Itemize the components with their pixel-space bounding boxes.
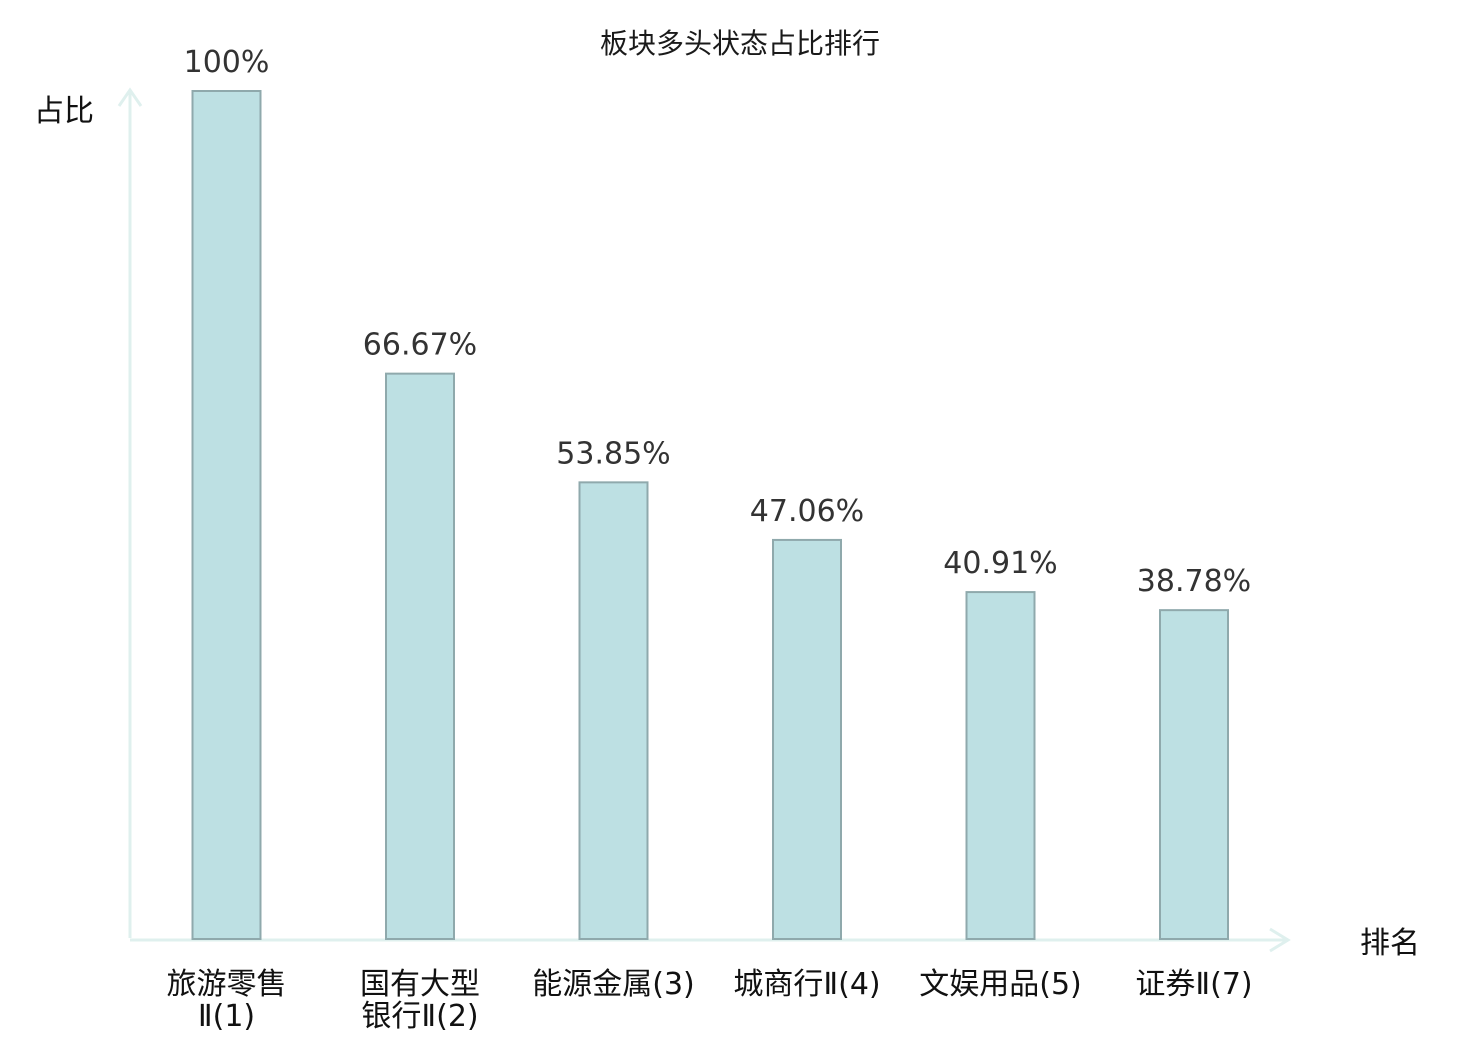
category-label-line: 能源金属(3) [532, 967, 695, 1002]
category-label-3: 能源金属(3) [532, 967, 695, 1002]
category-label-5: 文娱用品(5) [919, 967, 1082, 1002]
value-label-3: 53.85% [556, 436, 670, 471]
category-label-4: 城商行Ⅱ(4) [733, 967, 880, 1002]
bar-2 [385, 372, 455, 940]
category-label-line: 证券Ⅱ(7) [1135, 967, 1252, 1002]
value-labels-group: 100% 66.67% 53.85% 47.06% 40.91% 38.78% [184, 45, 1252, 599]
category-label-line: Ⅱ(1) [198, 999, 255, 1034]
x-axis-arrow [1269, 927, 1291, 953]
y-axis-label: 占比 [34, 94, 94, 129]
value-label-5: 40.91% [943, 546, 1057, 581]
bar-5 [965, 591, 1036, 940]
value-label-4: 47.06% [750, 494, 864, 529]
bars-group [191, 90, 1229, 941]
category-label-line: 银行Ⅱ(2) [361, 999, 478, 1034]
x-axis-label: 排名 [1360, 926, 1420, 961]
bar-6 [1159, 609, 1229, 941]
value-label-1: 100% [184, 45, 270, 80]
category-label-line: 城商行Ⅱ(4) [733, 967, 880, 1002]
category-label-line: 国有大型 [360, 967, 480, 1002]
category-label-2: 国有大型银行Ⅱ(2) [360, 967, 480, 1034]
category-label-line: 文娱用品(5) [919, 967, 1082, 1002]
y-axis-arrow [117, 87, 143, 107]
value-label-2: 66.67% [363, 328, 477, 363]
bar-4 [772, 538, 842, 940]
bar-3 [578, 481, 649, 940]
chart-title: 板块多头状态占比排行 [600, 27, 880, 60]
category-labels-group: 旅游零售 Ⅱ(1) 国有大型银行Ⅱ(2) 能源金属(3) 城商行Ⅱ(4) 文娱用品(5) 证… [167, 967, 1253, 1034]
category-label-1: 旅游零售 Ⅱ(1) [167, 967, 287, 1034]
category-label-6: 证券Ⅱ(7) [1135, 967, 1252, 1002]
value-label-6: 38.78% [1137, 564, 1251, 599]
bar-1 [191, 90, 262, 940]
category-label-line: 旅游零售 [167, 967, 287, 1002]
